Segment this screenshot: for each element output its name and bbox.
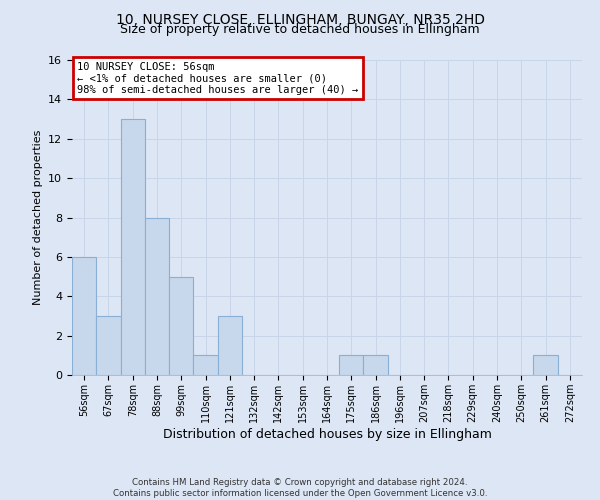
Text: 10, NURSEY CLOSE, ELLINGHAM, BUNGAY, NR35 2HD: 10, NURSEY CLOSE, ELLINGHAM, BUNGAY, NR3… <box>115 12 485 26</box>
Text: Size of property relative to detached houses in Ellingham: Size of property relative to detached ho… <box>120 22 480 36</box>
Bar <box>339 356 364 375</box>
Text: 10 NURSEY CLOSE: 56sqm
← <1% of detached houses are smaller (0)
98% of semi-deta: 10 NURSEY CLOSE: 56sqm ← <1% of detached… <box>77 62 358 95</box>
Bar <box>533 356 558 375</box>
Bar <box>145 218 169 375</box>
Y-axis label: Number of detached properties: Number of detached properties <box>32 130 43 305</box>
Text: Contains HM Land Registry data © Crown copyright and database right 2024.
Contai: Contains HM Land Registry data © Crown c… <box>113 478 487 498</box>
Bar <box>121 119 145 375</box>
Bar <box>169 276 193 375</box>
Bar <box>364 356 388 375</box>
Bar <box>72 257 96 375</box>
Bar <box>96 316 121 375</box>
Bar <box>193 356 218 375</box>
X-axis label: Distribution of detached houses by size in Ellingham: Distribution of detached houses by size … <box>163 428 491 440</box>
Bar <box>218 316 242 375</box>
